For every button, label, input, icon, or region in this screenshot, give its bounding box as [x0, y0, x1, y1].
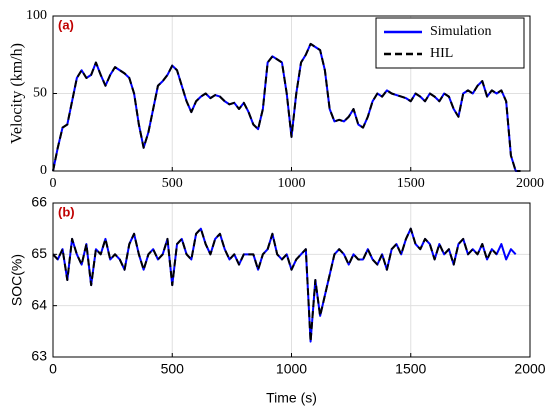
velocity-panel: 0 500 1000 1500 2000 0 50 100 (a) Velocity (km/h)…	[9, 8, 544, 191]
x-tick-label: 500	[161, 361, 185, 377]
legend-label: Simulation	[430, 24, 491, 39]
y-tick-label: 65	[31, 245, 47, 261]
panel-label: (a)	[58, 17, 74, 32]
y-tick-label: 63	[31, 348, 47, 364]
y-tick-label: 66	[31, 194, 47, 210]
y-tick-label: 0	[40, 163, 47, 178]
y-tick-label: 64	[31, 296, 47, 312]
x-tick-label: 0	[50, 176, 57, 191]
series-line	[52, 227, 498, 343]
plot-border	[52, 202, 531, 358]
x-tick-label: 1000	[278, 176, 306, 191]
plot-border	[52, 15, 531, 172]
legend-box	[375, 17, 525, 69]
x-tick-label: 2000	[516, 176, 544, 191]
x-tick-label: 1000	[276, 361, 307, 377]
x-axis-label: Time (s)	[266, 390, 317, 406]
x-tick-label: 1500	[397, 176, 425, 191]
series-line	[52, 42, 521, 172]
y-axis-label: SOC(%)	[9, 254, 25, 306]
x-tick-label: 500	[162, 176, 183, 191]
panel-label: (b)	[58, 204, 75, 219]
soc-panel: 0 500 1000 1500 2000 63 64 65 66 (b) SOC(%) Time (s…	[9, 194, 546, 406]
y-tick-label: 50	[33, 86, 47, 101]
x-tick-label: 2000	[514, 361, 545, 377]
legend-label: HIL	[430, 46, 453, 61]
x-tick-label: 1500	[395, 361, 426, 377]
y-axis-label: Velocity (km/h)	[9, 43, 26, 144]
x-tick-label: 0	[49, 361, 57, 377]
y-tick-label: 100	[26, 8, 47, 23]
